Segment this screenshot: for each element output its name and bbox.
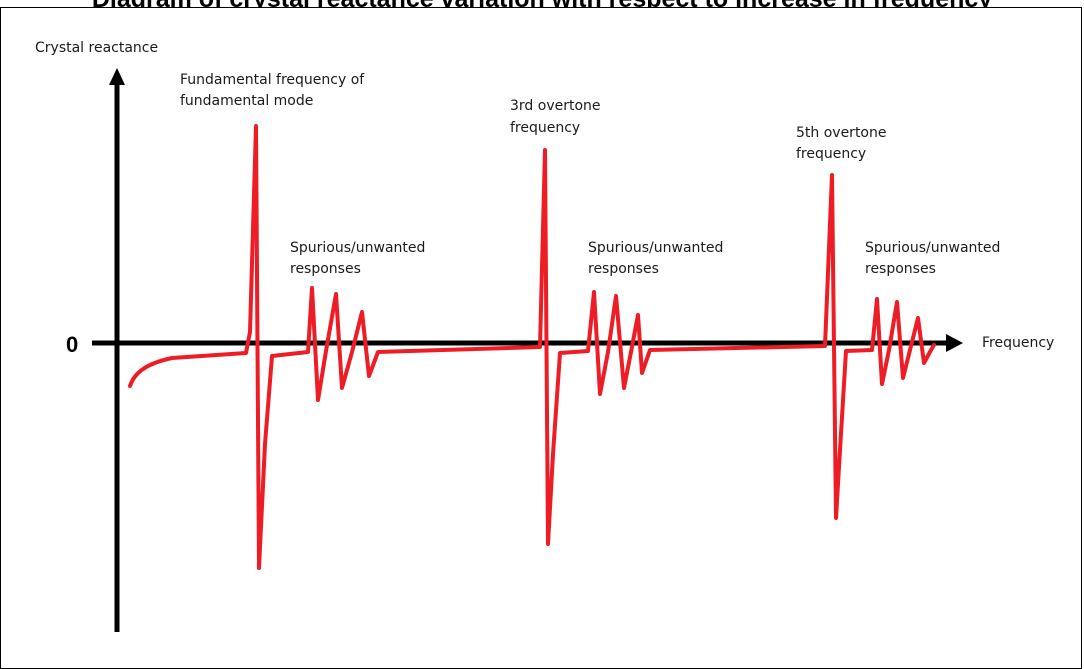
spurious-label-3-line1: Spurious/unwanted	[865, 240, 1000, 256]
x-axis-label: Frequency	[982, 335, 1054, 351]
spurious-label-1-line2: responses	[290, 261, 361, 277]
fifth-overtone-label-line2: frequency	[796, 146, 866, 162]
spurious-label-2-line1: Spurious/unwanted	[588, 240, 723, 256]
title-strip: Diagram of crystal reactance variation w…	[0, 0, 1084, 8]
spurious-label-1-line1: Spurious/unwanted	[290, 240, 425, 256]
y-axis-arrowhead	[109, 68, 125, 85]
page-title: Diagram of crystal reactance variation w…	[0, 0, 1084, 8]
third-overtone-label-line2: frequency	[510, 120, 580, 136]
reactance-curve	[128, 124, 936, 570]
fifth-overtone-label-line1: 5th overtone	[796, 125, 886, 141]
fundamental-label-line1: Fundamental frequency of	[180, 72, 365, 88]
third-overtone-label-line1: 3rd overtone	[510, 98, 601, 114]
spurious-label-2-line2: responses	[588, 261, 659, 277]
fundamental-label-line2: fundamental mode	[180, 93, 313, 109]
origin-label: 0	[66, 332, 78, 357]
x-axis-arrowhead	[946, 334, 963, 352]
spurious-label-3-line2: responses	[865, 261, 936, 277]
y-axis-label: Crystal reactance	[35, 40, 158, 56]
